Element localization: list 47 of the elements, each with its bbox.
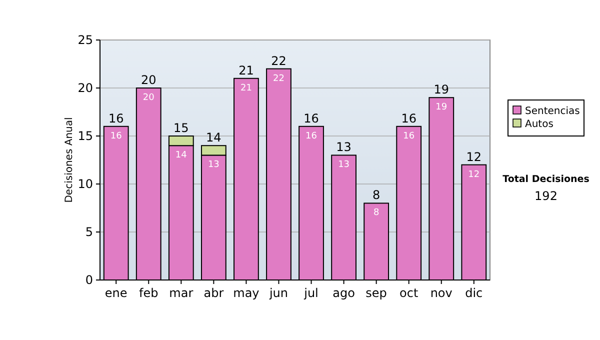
y-tick-label: 10 — [78, 177, 93, 191]
x-tick-label: feb — [139, 286, 158, 300]
data-label: 12 — [468, 170, 480, 180]
y-tick-label: 25 — [78, 33, 93, 47]
total-label: 12 — [466, 150, 482, 164]
total-label: 19 — [434, 82, 450, 97]
total-label: 16 — [108, 111, 124, 126]
total-label: 16 — [304, 111, 319, 126]
x-tick-label: ene — [104, 286, 128, 300]
total-label: 15 — [174, 121, 189, 135]
data-label: 22 — [273, 74, 284, 84]
x-tick-label: oct — [400, 286, 418, 300]
data-label: 19 — [436, 102, 448, 113]
x-tick-label: ago — [332, 286, 355, 300]
data-label: 16 — [110, 131, 122, 142]
y-tick-label: 15 — [78, 129, 93, 143]
total-label: 16 — [401, 111, 416, 126]
y-tick-label: 20 — [78, 81, 93, 95]
data-label: 13 — [338, 160, 350, 170]
legend-label: Autos — [525, 119, 554, 130]
total-label: 14 — [206, 130, 222, 145]
x-tick-label: jun — [268, 286, 288, 300]
x-tick-label: may — [233, 286, 260, 300]
y-tick-label: 0 — [85, 273, 93, 287]
x-tick-label: abr — [204, 286, 224, 300]
y-axis-title: Decisiones Anual — [64, 117, 75, 203]
data-label: 16 — [306, 131, 318, 142]
x-tick-label: dic — [465, 286, 483, 300]
text: Total Decisiones — [502, 174, 590, 185]
data-label: 20 — [142, 93, 155, 103]
total-label: 13 — [336, 140, 352, 154]
data-label: 21 — [240, 83, 252, 94]
total-label: 20 — [140, 73, 156, 87]
data-label: 16 — [403, 131, 415, 142]
total-label: 21 — [238, 63, 254, 78]
x-tick-label: nov — [430, 286, 452, 300]
text: 192 — [534, 189, 558, 203]
data-label: 14 — [175, 150, 188, 161]
total-label: 22 — [271, 54, 286, 68]
y-tick-label: 5 — [85, 225, 93, 239]
x-tick-label: sep — [366, 286, 387, 300]
x-tick-label: jul — [303, 286, 318, 300]
data-label: 13 — [208, 160, 220, 170]
legend-label: Sentencias — [525, 106, 580, 117]
data-label: 8 — [373, 208, 380, 218]
total-label: 8 — [372, 188, 380, 202]
x-tick-label: mar — [169, 286, 194, 300]
